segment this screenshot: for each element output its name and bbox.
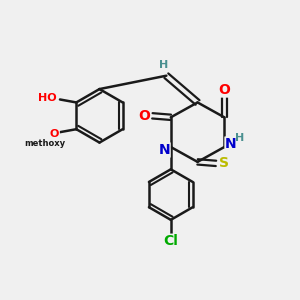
- Text: O: O: [138, 109, 150, 123]
- Text: Cl: Cl: [164, 234, 178, 248]
- Text: O: O: [218, 83, 230, 97]
- Text: O: O: [50, 129, 59, 139]
- Text: methoxy: methoxy: [24, 139, 65, 148]
- Text: H: H: [235, 133, 244, 142]
- Text: H: H: [159, 60, 168, 70]
- Text: HO: HO: [38, 93, 57, 103]
- Text: N: N: [225, 137, 237, 151]
- Text: N: N: [158, 143, 170, 157]
- Text: S: S: [219, 156, 229, 170]
